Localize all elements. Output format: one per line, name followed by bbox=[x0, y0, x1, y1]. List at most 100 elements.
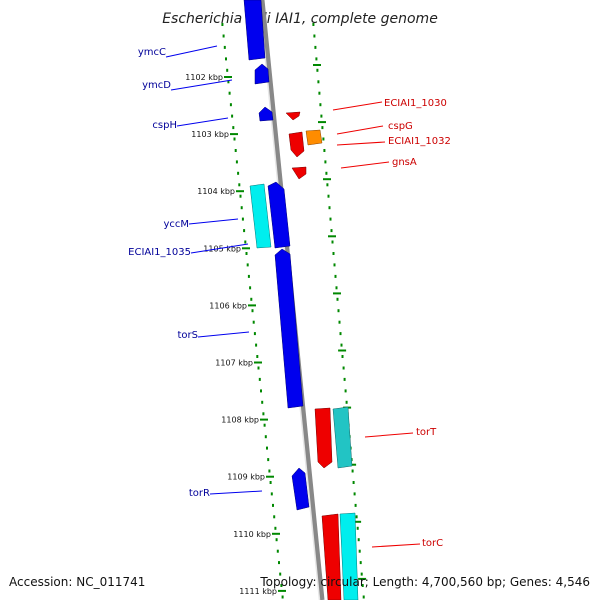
left-tick-dot bbox=[252, 320, 255, 324]
leader-ECIAI1_1030 bbox=[332, 101, 383, 111]
right-tick-dot bbox=[330, 229, 333, 233]
right-tick-dot bbox=[339, 332, 342, 336]
left-tick-dot bbox=[274, 526, 277, 530]
label-yccM: yccM bbox=[163, 219, 189, 230]
left-tick-dot bbox=[232, 126, 235, 130]
right-tick-dot bbox=[353, 492, 356, 496]
leader-cspG bbox=[336, 125, 384, 135]
leader-cspH bbox=[176, 117, 229, 127]
left-tick-dot bbox=[235, 160, 238, 164]
left-tick-dot bbox=[261, 400, 264, 404]
gene-ymcD bbox=[254, 63, 270, 85]
right-tick-dot bbox=[319, 103, 322, 107]
left-tick-dot bbox=[233, 137, 236, 141]
left-tick-dot bbox=[280, 584, 283, 587]
left-tick-dot bbox=[237, 171, 240, 175]
right-tick-dot bbox=[327, 194, 330, 198]
right-tick-dot bbox=[313, 34, 316, 38]
right-tick-dot bbox=[334, 274, 337, 278]
left-tick-dot bbox=[262, 412, 265, 416]
right-tick-dot bbox=[355, 515, 358, 519]
right-tick-dot bbox=[336, 297, 339, 301]
right-tick-dot bbox=[333, 263, 336, 267]
right-tick-dot bbox=[332, 252, 335, 255]
leader-torR bbox=[209, 490, 263, 495]
label-ECIAI1_1030: ECIAI1_1030 bbox=[384, 98, 447, 109]
left-tick-dot bbox=[225, 57, 227, 61]
left-tick-dot bbox=[231, 114, 234, 118]
leader-ymcC bbox=[165, 45, 218, 58]
gene-cspH bbox=[258, 106, 274, 122]
right-tick-dot bbox=[322, 137, 325, 141]
gene-ECIAI1_1030 bbox=[285, 111, 301, 121]
left-tick-dot bbox=[223, 45, 226, 49]
kbp-marks: 1102 kbp 1103 kbp 1104 kbp 1105 kbp 1106 kbp… bbox=[185, 64, 367, 596]
gene-yccM bbox=[267, 181, 291, 249]
right-tick-dot bbox=[342, 366, 345, 370]
right-tick-dot bbox=[357, 538, 360, 542]
gene-torT bbox=[314, 407, 333, 469]
reverse-labels: ECIAI1_1030 cspG ECIAI1_1032 gnsA torT t… bbox=[332, 98, 451, 549]
right-tick-dot bbox=[331, 240, 334, 244]
tick-dots bbox=[221, 23, 365, 599]
label-gnsA: gnsA bbox=[392, 157, 417, 168]
left-tick-dot bbox=[253, 332, 256, 336]
kbp-label: 1102 kbp bbox=[185, 73, 223, 82]
left-tick-dot bbox=[263, 423, 266, 427]
left-tick-dot bbox=[269, 481, 272, 484]
gene-torC bbox=[321, 513, 342, 600]
right-tick-dot bbox=[328, 206, 331, 210]
right-tick-dot bbox=[315, 57, 318, 61]
left-tick-dot bbox=[258, 377, 261, 381]
gene-torR bbox=[291, 467, 310, 511]
left-tick-dot bbox=[256, 355, 259, 358]
kbp-label: 1107 kbp bbox=[215, 359, 253, 368]
right-tick-dot bbox=[359, 561, 362, 565]
reverse-features bbox=[285, 111, 359, 600]
left-tick-dot bbox=[268, 469, 271, 473]
left-tick-dot bbox=[275, 538, 278, 542]
right-tick-dot bbox=[329, 217, 332, 221]
left-tick-dot bbox=[264, 435, 267, 439]
left-tick-dot bbox=[222, 34, 225, 38]
right-tick-dot bbox=[356, 526, 359, 530]
kbp-label: 1105 kbp bbox=[203, 244, 241, 253]
left-tick-dot bbox=[240, 206, 243, 210]
left-tick-dot bbox=[229, 103, 232, 107]
accession-text: Accession: NC_011741 bbox=[9, 575, 145, 589]
right-tick-dot bbox=[337, 309, 340, 313]
right-tick-dot bbox=[341, 355, 344, 358]
left-tick-dot bbox=[270, 492, 273, 496]
left-tick-dot bbox=[257, 366, 260, 370]
left-tick-dot bbox=[278, 561, 280, 565]
left-tick-dot bbox=[238, 183, 241, 187]
right-tick-dot bbox=[352, 481, 355, 484]
left-tick-dot bbox=[266, 446, 268, 450]
kbp-label: 1106 kbp bbox=[209, 301, 247, 310]
leader-ECIAI1_1035 bbox=[190, 243, 249, 254]
right-tick-dot bbox=[325, 171, 328, 175]
leader-yccM bbox=[188, 218, 239, 225]
left-tick-dot bbox=[228, 91, 231, 95]
label-cspH: cspH bbox=[152, 120, 177, 131]
right-tick-dot bbox=[345, 400, 348, 404]
label-torT: torT bbox=[416, 427, 437, 438]
left-tick-dot bbox=[273, 515, 276, 519]
left-tick-dot bbox=[276, 549, 279, 553]
rna-torC bbox=[339, 512, 359, 600]
right-tick-dot bbox=[340, 343, 343, 347]
leader-ymcD bbox=[170, 79, 233, 91]
left-tick-dot bbox=[260, 389, 262, 393]
kbp-label: 1109 kbp bbox=[227, 473, 265, 482]
right-tick-dot bbox=[343, 377, 346, 381]
right-tick-dot bbox=[362, 595, 365, 599]
kbp-label: 1111 kbp bbox=[239, 587, 277, 596]
pseudo-cspG bbox=[305, 129, 323, 146]
label-torS: torS bbox=[178, 330, 199, 341]
left-tick-dot bbox=[267, 458, 270, 462]
right-tick-dot bbox=[323, 149, 326, 152]
rna-torT bbox=[332, 406, 353, 469]
left-tick-dot bbox=[245, 252, 248, 255]
right-tick-dot bbox=[344, 389, 347, 393]
forward-labels: ymcC ymcD cspH yccM ECIAI1_1035 torS tor… bbox=[128, 45, 263, 499]
